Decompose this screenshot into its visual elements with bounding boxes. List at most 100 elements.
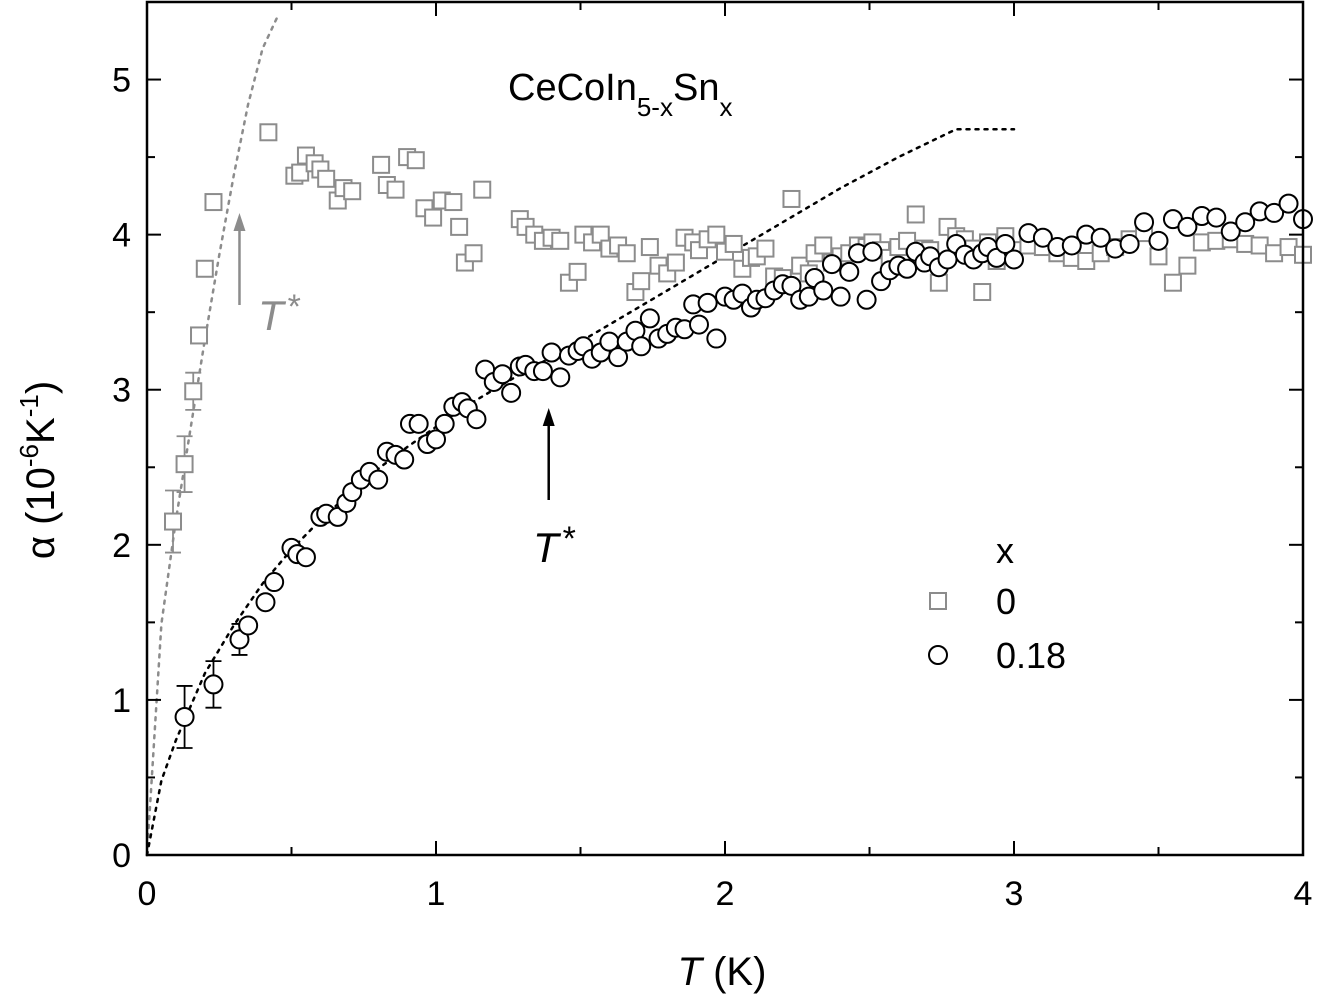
data-point-x018 xyxy=(1220,221,1241,242)
data-point-x018 xyxy=(174,706,195,727)
data-point-x018 xyxy=(1119,233,1140,254)
data-point-x018 xyxy=(1278,193,1299,214)
legend-marker-square xyxy=(929,592,947,610)
data-point-x018 xyxy=(897,258,918,279)
data-point-x0 xyxy=(632,272,651,291)
data-point-x018 xyxy=(1235,212,1256,233)
x-tick-label: 3 xyxy=(1005,875,1024,913)
data-point-x0 xyxy=(473,180,492,199)
data-point-x018 xyxy=(706,328,727,349)
data-point-x0 xyxy=(317,169,336,188)
data-point-x018 xyxy=(434,413,455,434)
data-point-x0 xyxy=(666,253,685,272)
y-axis-title: α (10-6K-1) xyxy=(14,381,63,559)
data-point-x018 xyxy=(631,336,652,357)
data-point-x018 xyxy=(1032,227,1053,248)
annotation-tstar-x018: T * xyxy=(533,520,576,571)
data-point-x0 xyxy=(973,283,992,302)
data-point-x0 xyxy=(259,123,278,142)
data-point-x0 xyxy=(568,262,587,281)
data-point-x018 xyxy=(830,286,851,307)
data-point-x0 xyxy=(551,231,570,250)
data-point-x018 xyxy=(550,367,571,388)
data-point-x0 xyxy=(707,225,726,244)
tstar-arrow-x0-head xyxy=(233,213,246,231)
data-point-x018 xyxy=(639,308,660,329)
data-point-x018 xyxy=(501,382,522,403)
data-point-x0 xyxy=(1178,256,1197,275)
x-axis-title: T (K) xyxy=(678,950,767,994)
data-point-x018 xyxy=(1148,230,1169,251)
data-point-x018 xyxy=(255,592,276,613)
data-point-x018 xyxy=(1177,216,1198,237)
data-point-x018 xyxy=(466,409,487,430)
y-tick-label: 3 xyxy=(112,372,131,410)
x-tick-label: 4 xyxy=(1294,875,1313,913)
data-point-x0 xyxy=(782,189,801,208)
data-point-x0 xyxy=(617,244,636,263)
data-point-x0 xyxy=(450,217,469,236)
plot-area-frame xyxy=(145,0,1305,857)
annotation-tstar-x0: T * xyxy=(258,288,301,339)
data-point-x018 xyxy=(394,449,415,470)
legend-title: x xyxy=(996,530,1014,571)
data-point-x018 xyxy=(856,289,877,310)
tstar-arrow-x018-head xyxy=(542,408,555,426)
data-point-x018 xyxy=(1206,207,1227,228)
y-tick-label: 4 xyxy=(112,217,131,255)
data-point-x0 xyxy=(291,163,310,182)
data-point-x0 xyxy=(406,151,425,170)
data-point-x0 xyxy=(1163,273,1182,292)
data-point-x018 xyxy=(368,469,389,490)
data-point-x0 xyxy=(814,236,833,255)
data-point-x0 xyxy=(204,193,223,212)
x-tick-label: 1 xyxy=(427,875,446,913)
data-point-x018 xyxy=(697,292,718,313)
axis-ticks: 0 1 2 3 4 0 1 2 3 4 5 xyxy=(112,1,1313,913)
data-point-x018 xyxy=(1004,249,1024,270)
legend: x 0 0.18 xyxy=(928,530,1066,676)
data-point-x0 xyxy=(756,239,775,258)
data-point-x0 xyxy=(190,326,209,345)
data-point-x0 xyxy=(444,193,463,212)
data-point-x0 xyxy=(372,155,391,174)
data-point-x018 xyxy=(408,413,429,434)
fit-curves xyxy=(145,16,1016,857)
x-tick-label: 0 xyxy=(138,875,157,913)
data-point-x0 xyxy=(184,382,203,401)
legend-label-018: 0.18 xyxy=(996,635,1066,676)
x-tick-label: 2 xyxy=(716,875,735,913)
data-point-x018 xyxy=(839,261,860,282)
data-point-x0 xyxy=(640,238,659,257)
data-point-x018 xyxy=(1134,212,1155,233)
data-point-x0 xyxy=(906,205,925,224)
data-point-x0 xyxy=(164,512,183,531)
data-point-x0 xyxy=(386,180,405,199)
annotation-arrows xyxy=(233,213,555,500)
data-point-x018 xyxy=(238,615,259,636)
y-tick-label: 0 xyxy=(112,837,131,875)
y-tick-label: 5 xyxy=(112,62,131,100)
data-point-x0 xyxy=(724,234,743,253)
data-point-x018 xyxy=(688,314,709,335)
data-point-x018 xyxy=(1090,227,1111,248)
y-tick-label: 2 xyxy=(112,527,131,565)
data-markers xyxy=(164,123,1313,727)
data-point-x018 xyxy=(862,241,883,262)
data-point-x0 xyxy=(195,259,214,278)
data-point-x018 xyxy=(203,674,224,695)
data-point-x018 xyxy=(821,254,842,275)
data-point-x0 xyxy=(343,182,362,201)
data-point-x0 xyxy=(464,244,483,263)
plot-frame xyxy=(145,0,1305,857)
data-point-x018 xyxy=(541,342,562,363)
chart-title: CeCoIn5-xSnx xyxy=(508,67,732,122)
data-point-x018 xyxy=(995,233,1016,254)
data-point-x018 xyxy=(1061,235,1082,256)
data-point-x018 xyxy=(492,364,513,385)
y-tick-label: 1 xyxy=(112,682,131,720)
data-point-x018 xyxy=(813,280,834,301)
data-point-x018 xyxy=(295,547,316,568)
legend-label-0: 0 xyxy=(996,581,1016,622)
